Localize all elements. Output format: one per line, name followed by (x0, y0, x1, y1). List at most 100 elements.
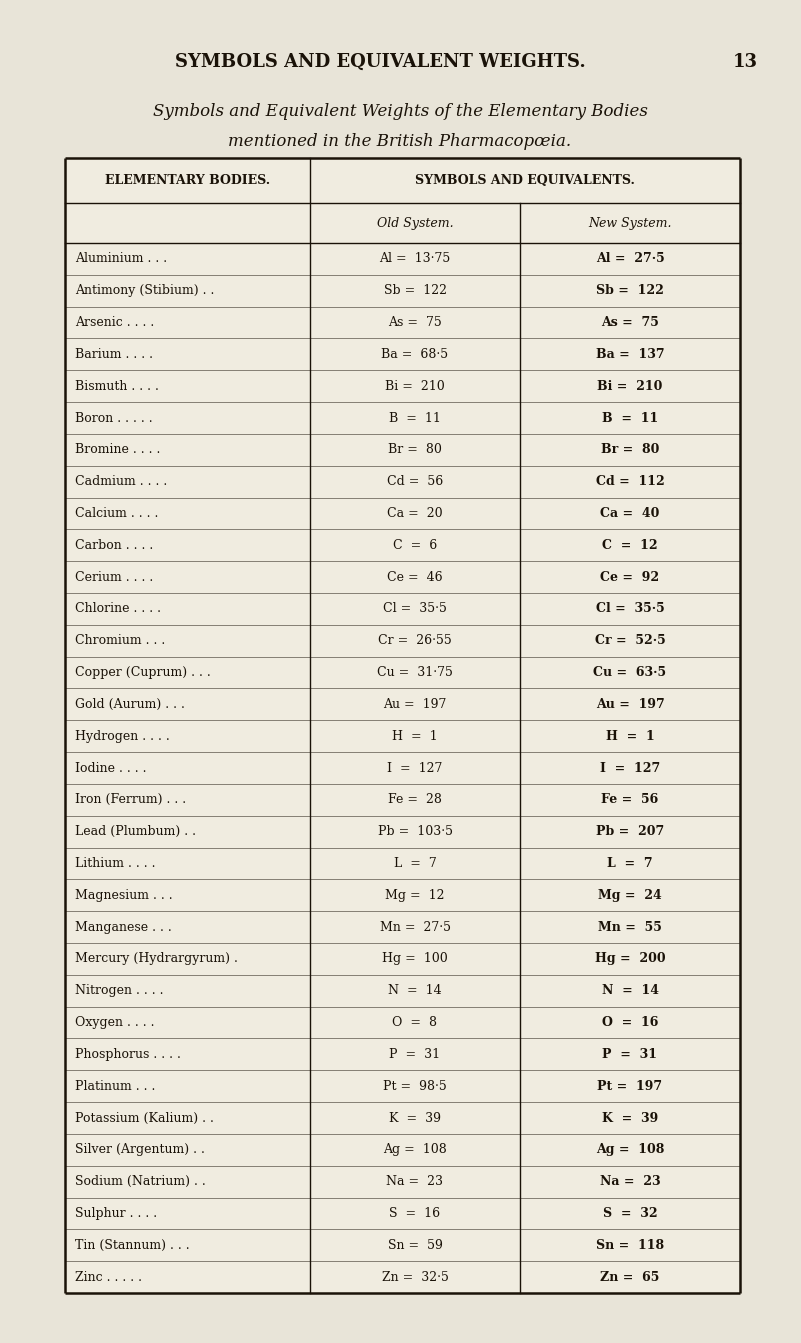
Text: Arsenic . . . .: Arsenic . . . . (75, 316, 155, 329)
Text: Mg =  24: Mg = 24 (598, 889, 662, 901)
Text: Al =  13·75: Al = 13·75 (380, 252, 451, 266)
Text: N  =  14: N = 14 (388, 984, 442, 998)
Text: Fe =  56: Fe = 56 (602, 794, 658, 806)
Text: Sn =  118: Sn = 118 (596, 1238, 664, 1252)
Text: L  =  7: L = 7 (393, 857, 437, 870)
Text: Bi =  210: Bi = 210 (598, 380, 662, 392)
Text: H  =  1: H = 1 (392, 729, 438, 743)
Text: Zn =  32·5: Zn = 32·5 (381, 1270, 449, 1284)
Text: Hg =  200: Hg = 200 (594, 952, 666, 966)
Text: B  =  11: B = 11 (602, 411, 658, 424)
Text: Iodine . . . .: Iodine . . . . (75, 761, 147, 775)
Text: Sn =  59: Sn = 59 (388, 1238, 442, 1252)
Text: Br =  80: Br = 80 (388, 443, 442, 457)
Text: O  =  16: O = 16 (602, 1017, 658, 1029)
Text: Lithium . . . .: Lithium . . . . (75, 857, 155, 870)
Text: Boron . . . . .: Boron . . . . . (75, 411, 153, 424)
Text: S  =  32: S = 32 (602, 1207, 658, 1219)
Text: Cl =  35·5: Cl = 35·5 (596, 603, 664, 615)
Text: Cerium . . . .: Cerium . . . . (75, 571, 153, 584)
Text: O  =  8: O = 8 (392, 1017, 437, 1029)
Text: Nitrogen . . . .: Nitrogen . . . . (75, 984, 163, 998)
Text: Ba =  137: Ba = 137 (596, 348, 664, 361)
Text: Ce =  46: Ce = 46 (387, 571, 443, 584)
Text: Na =  23: Na = 23 (600, 1175, 660, 1189)
Text: Cadmium . . . .: Cadmium . . . . (75, 475, 167, 488)
Text: Hg =  100: Hg = 100 (382, 952, 448, 966)
Text: Pt =  197: Pt = 197 (598, 1080, 662, 1093)
Text: Mn =  27·5: Mn = 27·5 (380, 920, 450, 933)
Text: As =  75: As = 75 (601, 316, 659, 329)
Text: Bismuth . . . .: Bismuth . . . . (75, 380, 159, 392)
Text: Al =  27·5: Al = 27·5 (596, 252, 664, 266)
Text: Hydrogen . . . .: Hydrogen . . . . (75, 729, 170, 743)
Bar (65, 158, 740, 1293)
Text: Barium . . . .: Barium . . . . (75, 348, 153, 361)
Text: Sodium (Natrium) . .: Sodium (Natrium) . . (75, 1175, 206, 1189)
Text: Symbols and Equivalent Weights of the Elementary Bodies: Symbols and Equivalent Weights of the El… (152, 103, 647, 120)
Text: S  =  16: S = 16 (389, 1207, 441, 1219)
Text: H  =  1: H = 1 (606, 729, 654, 743)
Text: Carbon . . . .: Carbon . . . . (75, 539, 153, 552)
Text: Sb =  122: Sb = 122 (384, 285, 446, 297)
Text: Ca =  40: Ca = 40 (600, 506, 660, 520)
Text: 13: 13 (732, 52, 758, 71)
Text: SYMBOLS AND EQUIVALENTS.: SYMBOLS AND EQUIVALENTS. (415, 175, 635, 187)
Text: N  =  14: N = 14 (602, 984, 658, 998)
Text: C  =  6: C = 6 (392, 539, 437, 552)
Text: Cd =  56: Cd = 56 (387, 475, 443, 488)
Text: P  =  31: P = 31 (389, 1048, 441, 1061)
Text: Silver (Argentum) . .: Silver (Argentum) . . (75, 1143, 205, 1156)
Text: Sb =  122: Sb = 122 (596, 285, 664, 297)
Text: ELEMENTARY BODIES.: ELEMENTARY BODIES. (105, 175, 270, 187)
Text: Ba =  68·5: Ba = 68·5 (381, 348, 449, 361)
Text: Au =  197: Au = 197 (596, 698, 664, 710)
Text: Bromine . . . .: Bromine . . . . (75, 443, 160, 457)
Text: As =  75: As = 75 (388, 316, 442, 329)
Text: Cr =  52·5: Cr = 52·5 (594, 634, 666, 647)
Text: Antimony (Stibium) . .: Antimony (Stibium) . . (75, 285, 215, 297)
Text: Platinum . . .: Platinum . . . (75, 1080, 155, 1093)
Text: Chromium . . .: Chromium . . . (75, 634, 165, 647)
Text: Gold (Aurum) . . .: Gold (Aurum) . . . (75, 698, 185, 710)
Text: Lead (Plumbum) . .: Lead (Plumbum) . . (75, 825, 196, 838)
Text: Au =  197: Au = 197 (384, 698, 447, 710)
Text: Sulphur . . . .: Sulphur . . . . (75, 1207, 157, 1219)
Text: Ce =  92: Ce = 92 (601, 571, 659, 584)
Text: B  =  11: B = 11 (389, 411, 441, 424)
Text: K  =  39: K = 39 (602, 1112, 658, 1124)
Text: I  =  127: I = 127 (600, 761, 660, 775)
Text: Cd =  112: Cd = 112 (596, 475, 664, 488)
Text: Phosphorus . . . .: Phosphorus . . . . (75, 1048, 181, 1061)
Text: Ag =  108: Ag = 108 (596, 1143, 664, 1156)
Text: Na =  23: Na = 23 (387, 1175, 444, 1189)
Text: Fe =  28: Fe = 28 (388, 794, 442, 806)
Text: C  =  12: C = 12 (602, 539, 658, 552)
Text: Oxygen . . . .: Oxygen . . . . (75, 1017, 155, 1029)
Text: K  =  39: K = 39 (389, 1112, 441, 1124)
Text: Aluminium . . .: Aluminium . . . (75, 252, 167, 266)
Text: Tin (Stannum) . . .: Tin (Stannum) . . . (75, 1238, 190, 1252)
Text: P  =  31: P = 31 (602, 1048, 658, 1061)
Text: Calcium . . . .: Calcium . . . . (75, 506, 159, 520)
Text: Mn =  55: Mn = 55 (598, 920, 662, 933)
Text: New System.: New System. (588, 216, 672, 230)
Text: Zn =  65: Zn = 65 (600, 1270, 660, 1284)
Text: Copper (Cuprum) . . .: Copper (Cuprum) . . . (75, 666, 211, 680)
Text: Ag =  108: Ag = 108 (383, 1143, 447, 1156)
Text: Pb =  207: Pb = 207 (596, 825, 664, 838)
Text: Cr =  26·55: Cr = 26·55 (378, 634, 452, 647)
Text: Magnesium . . .: Magnesium . . . (75, 889, 173, 901)
Text: Chlorine . . . .: Chlorine . . . . (75, 603, 161, 615)
Text: Manganese . . .: Manganese . . . (75, 920, 171, 933)
Text: SYMBOLS AND EQUIVALENT WEIGHTS.: SYMBOLS AND EQUIVALENT WEIGHTS. (175, 52, 586, 71)
Text: Iron (Ferrum) . . .: Iron (Ferrum) . . . (75, 794, 186, 806)
Text: Mg =  12: Mg = 12 (385, 889, 445, 901)
Text: Br =  80: Br = 80 (601, 443, 659, 457)
Text: Pt =  98·5: Pt = 98·5 (383, 1080, 447, 1093)
Text: Old System.: Old System. (376, 216, 453, 230)
Text: Mercury (Hydrargyrum) .: Mercury (Hydrargyrum) . (75, 952, 238, 966)
Text: Ca =  20: Ca = 20 (387, 506, 443, 520)
Text: Bi =  210: Bi = 210 (385, 380, 445, 392)
Text: Pb =  103·5: Pb = 103·5 (377, 825, 453, 838)
